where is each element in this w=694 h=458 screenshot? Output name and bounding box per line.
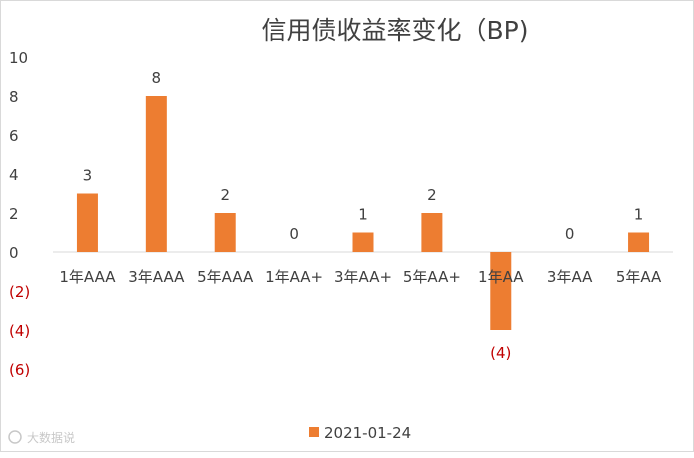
y-tick-label: 8: [9, 88, 19, 106]
watermark: 大数据说: [8, 430, 75, 445]
bar: [421, 213, 443, 252]
y-tick-label: (2): [9, 283, 30, 301]
watermark-text: 大数据说: [27, 430, 75, 445]
bar: [490, 252, 512, 330]
x-tick-label: 1年AA+: [265, 268, 323, 286]
bar: [628, 232, 650, 252]
x-tick-label: 3年AAA: [128, 268, 185, 286]
x-tick-label: 5年AA: [616, 268, 662, 286]
watermark-logo-icon: [8, 430, 22, 444]
x-tick-label: 1年AAA: [59, 268, 116, 286]
data-label: (4): [490, 344, 511, 362]
y-tick-label: 2: [9, 205, 19, 223]
legend-swatch: [309, 427, 319, 437]
bar: [352, 232, 374, 252]
x-tick-label: 5年AA+: [403, 268, 461, 286]
data-label: 8: [152, 69, 162, 87]
data-label: 2: [427, 186, 437, 204]
y-tick-label: 10: [9, 49, 28, 67]
data-label: 0: [289, 225, 299, 243]
data-label: 1: [634, 206, 644, 224]
x-axis-categories: 1年AAA 3年AAA 5年AAA 1年AA+ 3年AA+ 5年AA+ 1年AA 3年AA 5年…: [59, 268, 662, 286]
data-label: 3: [83, 167, 93, 185]
legend: 2021-01-24: [309, 424, 411, 442]
x-tick-label: 3年AA: [547, 268, 593, 286]
y-tick-label: 6: [9, 127, 19, 145]
y-tick-label: 0: [9, 244, 19, 262]
y-tick-label: (4): [9, 322, 30, 340]
chart-title: 信用债收益率变化（BP): [262, 16, 529, 45]
data-label: 0: [565, 225, 575, 243]
data-label: 2: [220, 186, 230, 204]
bar: [76, 193, 98, 252]
bar: [214, 213, 236, 252]
bar: [145, 96, 167, 252]
legend-label: 2021-01-24: [324, 424, 411, 442]
x-tick-label: 3年AA+: [334, 268, 392, 286]
data-labels-group: 3 8 2 0 1 2 (4) 0 1: [83, 69, 644, 362]
y-tick-label: (6): [9, 361, 30, 379]
x-tick-label: 5年AAA: [197, 268, 254, 286]
x-tick-label: 1年AA: [478, 268, 524, 286]
y-tick-label: 4: [9, 166, 19, 184]
bars-group: [76, 96, 650, 330]
data-label: 1: [358, 206, 368, 224]
